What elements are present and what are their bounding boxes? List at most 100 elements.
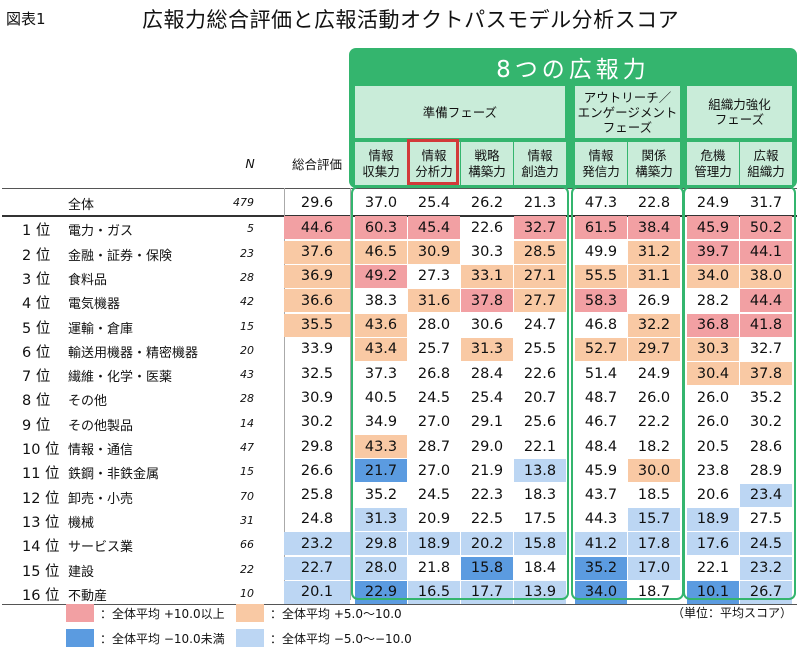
rank-label: 10 位 — [22, 442, 60, 458]
legend-item-3: ：全体平均 −10.0未満 — [66, 629, 225, 647]
overall-cell: 30.2 — [300, 414, 334, 431]
overall-cell: 36.6 — [284, 289, 350, 313]
score-cell: 45.4 — [408, 216, 460, 240]
capability-header-4: 情報 創造力 — [514, 142, 566, 185]
score-cell: 39.7 — [687, 240, 739, 264]
total-n: 479 — [233, 196, 254, 209]
group-box-organization — [683, 186, 796, 600]
rank-label: 9 位 — [22, 417, 51, 434]
rank-label: 4 位 — [22, 296, 51, 313]
industry-label: 建設 — [68, 564, 95, 580]
legend-item-1: ：全体平均 +10.0以上 — [66, 604, 225, 622]
score-cell: 26.0 — [696, 389, 730, 406]
row-n: 31 — [240, 513, 254, 527]
rank-label: 14 位 — [22, 539, 60, 556]
industry-label: その他製品 — [68, 418, 134, 434]
row-n: 23 — [240, 246, 254, 260]
score-cell: 28.7 — [417, 438, 451, 455]
rank-label: 12 位 — [22, 490, 60, 507]
phase-header-3: 組織力強化 フェーズ — [687, 86, 792, 138]
score-cell: 43.3 — [355, 435, 407, 458]
industry-label: 鉄鋼・非鉄金属 — [68, 467, 160, 483]
score-cell: 35.2 — [364, 487, 398, 504]
score-cell: 44.4 — [740, 289, 792, 313]
industry-label: 情報・通信 — [68, 443, 134, 458]
total-overall: 29.6 — [300, 194, 334, 211]
score-cell: 60.3 — [355, 216, 407, 240]
score-cell: 41.8 — [740, 313, 792, 337]
row-n: 22 — [240, 562, 254, 576]
score-cell: 28.2 — [696, 292, 730, 309]
legend-swatch — [236, 604, 264, 622]
score-cell: 26.9 — [637, 292, 671, 309]
score-cell: 30.3 — [470, 244, 504, 261]
score-cell: 17.8 — [628, 532, 680, 556]
overall-cell: 35.5 — [284, 313, 350, 337]
rank-label: 2 位 — [22, 247, 51, 264]
bottom-rule — [2, 604, 797, 606]
group-box-outreach — [571, 186, 684, 600]
score-cell: 28.6 — [749, 438, 783, 455]
score-cell: 30.4 — [687, 362, 739, 386]
score-cell: 20.2 — [461, 532, 513, 556]
score-cell: 49.2 — [355, 264, 407, 288]
score-cell: 28.5 — [514, 240, 566, 264]
legend-swatch — [66, 629, 94, 647]
score-cell: 24.5 — [417, 389, 451, 406]
phase-header-1: 準備フェーズ — [355, 86, 565, 138]
overall-cell: 30.9 — [300, 389, 334, 406]
legend-label: ：全体平均 +10.0以上 — [100, 606, 225, 621]
score-cell: 15.8 — [514, 532, 566, 556]
score-cell: 15.8 — [461, 556, 513, 580]
phase-header-2: アウトリーチ／ エンゲージメント フェーズ — [575, 86, 680, 138]
group-title: 8つの広報力 — [496, 57, 650, 83]
score-cell: 31.3 — [355, 507, 407, 531]
column-divider — [284, 188, 285, 600]
total-score-3: 26.2 — [470, 194, 504, 211]
score-cell: 27.3 — [417, 268, 451, 285]
score-cell: 27.0 — [417, 414, 451, 431]
score-cell: 31.1 — [628, 264, 680, 288]
rank-label: 6 位 — [22, 344, 51, 361]
score-cell: 31.6 — [408, 289, 460, 313]
score-cell: 24.5 — [417, 487, 451, 504]
rank-label: 16 位 — [22, 587, 60, 604]
rank-label: 3 位 — [22, 271, 51, 288]
overall-cell: 33.9 — [300, 341, 334, 358]
score-cell: 17.0 — [628, 556, 680, 580]
score-cell: 27.5 — [749, 511, 783, 528]
rank-label: 15 位 — [22, 563, 60, 580]
score-cell: 49.9 — [584, 244, 618, 261]
overall-cell: 20.1 — [284, 580, 350, 604]
score-cell: 46.5 — [355, 240, 407, 264]
score-cell: 31.2 — [628, 240, 680, 264]
score-cell: 25.5 — [523, 341, 557, 358]
score-cell: 36.8 — [687, 313, 739, 337]
score-cell: 21.9 — [470, 462, 504, 479]
score-cell: 21.7 — [355, 459, 407, 483]
group-box-preparation — [351, 186, 569, 600]
score-cell: 45.9 — [687, 216, 739, 240]
industry-label: その他 — [68, 394, 108, 410]
score-cell: 41.2 — [575, 532, 627, 556]
industry-label: サービス業 — [68, 540, 134, 556]
score-cell: 51.4 — [584, 365, 618, 382]
rank-label: 13 位 — [22, 514, 60, 531]
score-cell: 48.4 — [584, 438, 618, 455]
industry-label: 不動産 — [68, 588, 108, 604]
overall-cell: 44.6 — [284, 216, 350, 240]
score-cell: 33.1 — [461, 264, 513, 288]
row-n: 14 — [240, 416, 254, 430]
capability-header-2: 情報 分析力 — [408, 142, 460, 185]
score-cell: 38.0 — [740, 264, 792, 288]
overall-cell: 29.8 — [300, 438, 334, 455]
legend-label: ：全体平均 +5.0〜10.0 — [270, 606, 402, 621]
score-cell: 18.9 — [408, 532, 460, 556]
score-cell: 28.4 — [470, 365, 504, 382]
row-n: 15 — [240, 319, 254, 333]
score-cell: 25.7 — [417, 341, 451, 358]
capability-header-6: 関係 構築力 — [628, 142, 680, 185]
score-cell: 20.9 — [417, 511, 451, 528]
legend-item-4: ：全体平均 −5.0〜−10.0 — [236, 629, 412, 647]
row-n: 43 — [240, 368, 254, 382]
